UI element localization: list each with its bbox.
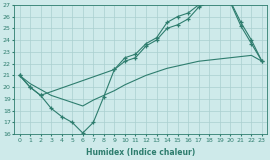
- X-axis label: Humidex (Indice chaleur): Humidex (Indice chaleur): [86, 148, 195, 157]
